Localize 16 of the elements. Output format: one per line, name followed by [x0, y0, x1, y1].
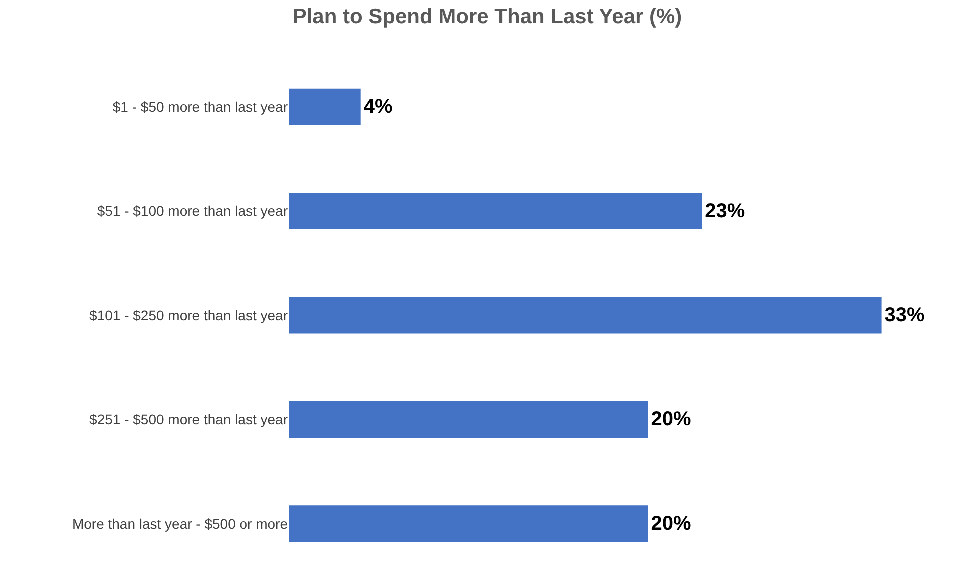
data-label: 33%	[884, 304, 926, 327]
bar	[289, 506, 648, 542]
bar	[289, 401, 648, 438]
chart-title: Plan to Spend More Than Last Year (%)	[292, 5, 682, 28]
data-label: 23%	[705, 200, 746, 222]
y-tick-label: $101 - $250 more than last year	[90, 307, 288, 324]
bar	[289, 88, 361, 126]
y-tick-label: $251 - $500 more than last year	[90, 412, 288, 428]
y-tick-label: $1 - $50 more than last year	[112, 99, 288, 115]
y-tick-label: $51 - $100 more than last year	[97, 203, 288, 220]
data-label: 4%	[364, 96, 393, 118]
bar	[289, 297, 882, 334]
bar	[289, 193, 702, 230]
data-label: 20%	[651, 408, 692, 431]
data-label: 20%	[651, 512, 692, 535]
y-tick-label: More than last year - $500 or more	[72, 516, 288, 532]
